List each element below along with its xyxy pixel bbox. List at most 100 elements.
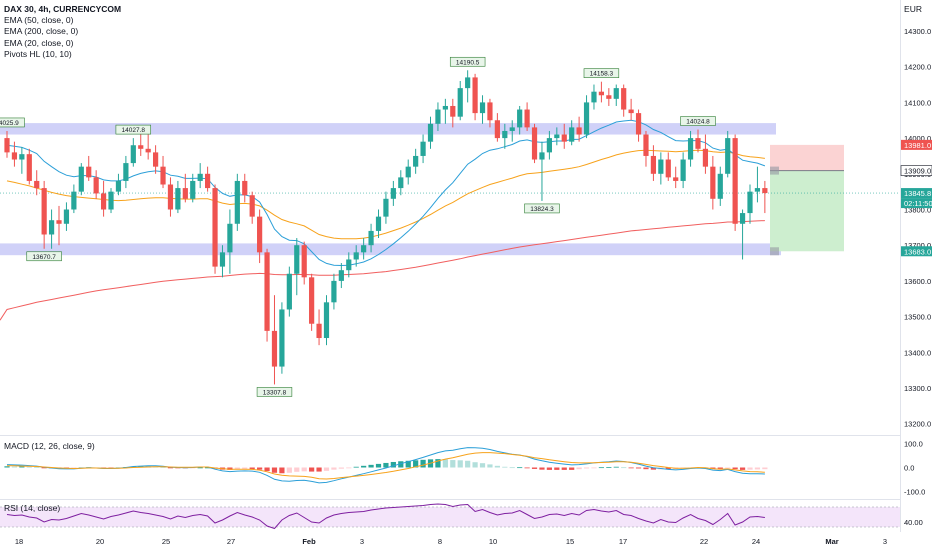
support-resistance-zone [0, 123, 776, 135]
x-tick-label: 27 [227, 537, 235, 546]
candle-body [398, 177, 404, 189]
macd-histogram-bar [26, 466, 32, 468]
candle-body [108, 191, 114, 210]
time-axis[interactable]: 18 20 25 27 Feb 3 8 10 15 17 22 24 Mar 3 [15, 537, 887, 546]
candle [494, 113, 500, 142]
candle [762, 180, 768, 214]
candle-body [680, 159, 686, 181]
macd-histogram-bar [361, 465, 367, 468]
rsi-legend[interactable]: RSI (14, close) [4, 503, 61, 513]
price-tag-entry: 13909.0 [900, 165, 932, 176]
y-tick-label: 14000.0 [904, 134, 931, 143]
candle [576, 116, 582, 142]
macd-histogram-bar [465, 460, 471, 468]
x-tick-label: Mar [825, 537, 838, 546]
candle [11, 141, 18, 167]
position-handle [770, 166, 779, 175]
pivot-label-text: 13307.8 [263, 389, 287, 396]
candle [309, 273, 315, 331]
candle [517, 105, 523, 135]
price-tag-box [901, 139, 932, 150]
candle-body [264, 252, 270, 331]
candle [286, 266, 292, 317]
candle [249, 191, 255, 224]
candle [702, 134, 709, 174]
candle [509, 120, 515, 142]
candle [442, 98, 448, 124]
candle-body [346, 259, 352, 271]
pivot-label: 13824.3 [524, 203, 560, 214]
candle-body [427, 123, 434, 142]
candle [725, 130, 731, 178]
candle-body [561, 134, 567, 142]
candle [323, 295, 330, 346]
macd-histogram-bar [472, 462, 478, 468]
candle [115, 173, 122, 196]
candle-body [725, 138, 731, 174]
price-tag-text: 13845.8 [904, 189, 931, 198]
candle [621, 84, 627, 117]
candle-body [695, 138, 701, 149]
macd-histogram-bar [279, 467, 285, 474]
legend-ema20[interactable]: EMA (20, close, 0) [4, 37, 74, 48]
candle [450, 98, 456, 128]
candle-body [71, 191, 77, 210]
pivot-label: 14025.9 [0, 117, 25, 128]
x-tick-label: 20 [96, 537, 104, 546]
candle-body [323, 302, 330, 339]
candle-body [271, 330, 278, 367]
candle-body [145, 148, 151, 153]
candle [227, 209, 233, 274]
candle [502, 123, 508, 149]
candle-body [242, 180, 248, 196]
legend-ema200[interactable]: EMA (200, close, 0) [4, 26, 79, 37]
price-axis[interactable]: 14300.014200.014100.014000.013900.013800… [0, 0, 932, 532]
candle [569, 120, 575, 146]
candle [457, 80, 463, 121]
candle [331, 273, 337, 310]
macd-histogram-bar [353, 466, 359, 468]
legend-ema50[interactable]: EMA (50, close, 0) [4, 15, 74, 26]
candle-body [123, 163, 129, 181]
candle [175, 180, 181, 214]
macd-histogram-bar [628, 467, 634, 469]
x-tick-label: 3 [360, 537, 364, 546]
candle-body [450, 105, 456, 117]
macd-legend[interactable]: MACD (12, 26, close, 9) [4, 441, 95, 451]
candle [4, 130, 10, 158]
symbol-title[interactable]: DAX 30, 4h, CURRENCYCOM [4, 4, 122, 14]
chart-legend: DAX 30, 4h, CURRENCYCOM EMA (50, close, … [4, 4, 121, 60]
legend-pivots[interactable]: Pivots HL (10, 10) [4, 48, 72, 59]
candle-body [591, 91, 597, 103]
candle [479, 95, 486, 124]
pivot-label-box [256, 387, 293, 397]
candle-body [167, 184, 174, 210]
macd-histogram-bar [309, 467, 315, 472]
candle [413, 148, 419, 174]
macd-line [6, 447, 765, 484]
candle [368, 223, 374, 253]
macd-histogram-bar [643, 467, 649, 470]
candle-body [531, 127, 538, 160]
candle-body [331, 280, 337, 303]
candle-body [628, 109, 634, 114]
macd-histogram-bar [257, 467, 263, 470]
candle [524, 102, 530, 131]
macd-histogram-bar [665, 467, 671, 470]
candle [26, 148, 32, 185]
candle-body [405, 166, 411, 178]
macd-histogram-bar [301, 467, 307, 472]
candle [100, 180, 107, 217]
candle [531, 123, 538, 164]
candle [123, 155, 129, 189]
macd-histogram-bar [242, 467, 248, 470]
macd-histogram-bar [234, 467, 240, 470]
candle-body [227, 223, 233, 253]
candle-body [34, 180, 40, 189]
macd-histogram-bar [583, 467, 590, 469]
candle [234, 173, 240, 231]
candle-body [717, 173, 723, 199]
x-tick-label: 22 [700, 537, 708, 546]
